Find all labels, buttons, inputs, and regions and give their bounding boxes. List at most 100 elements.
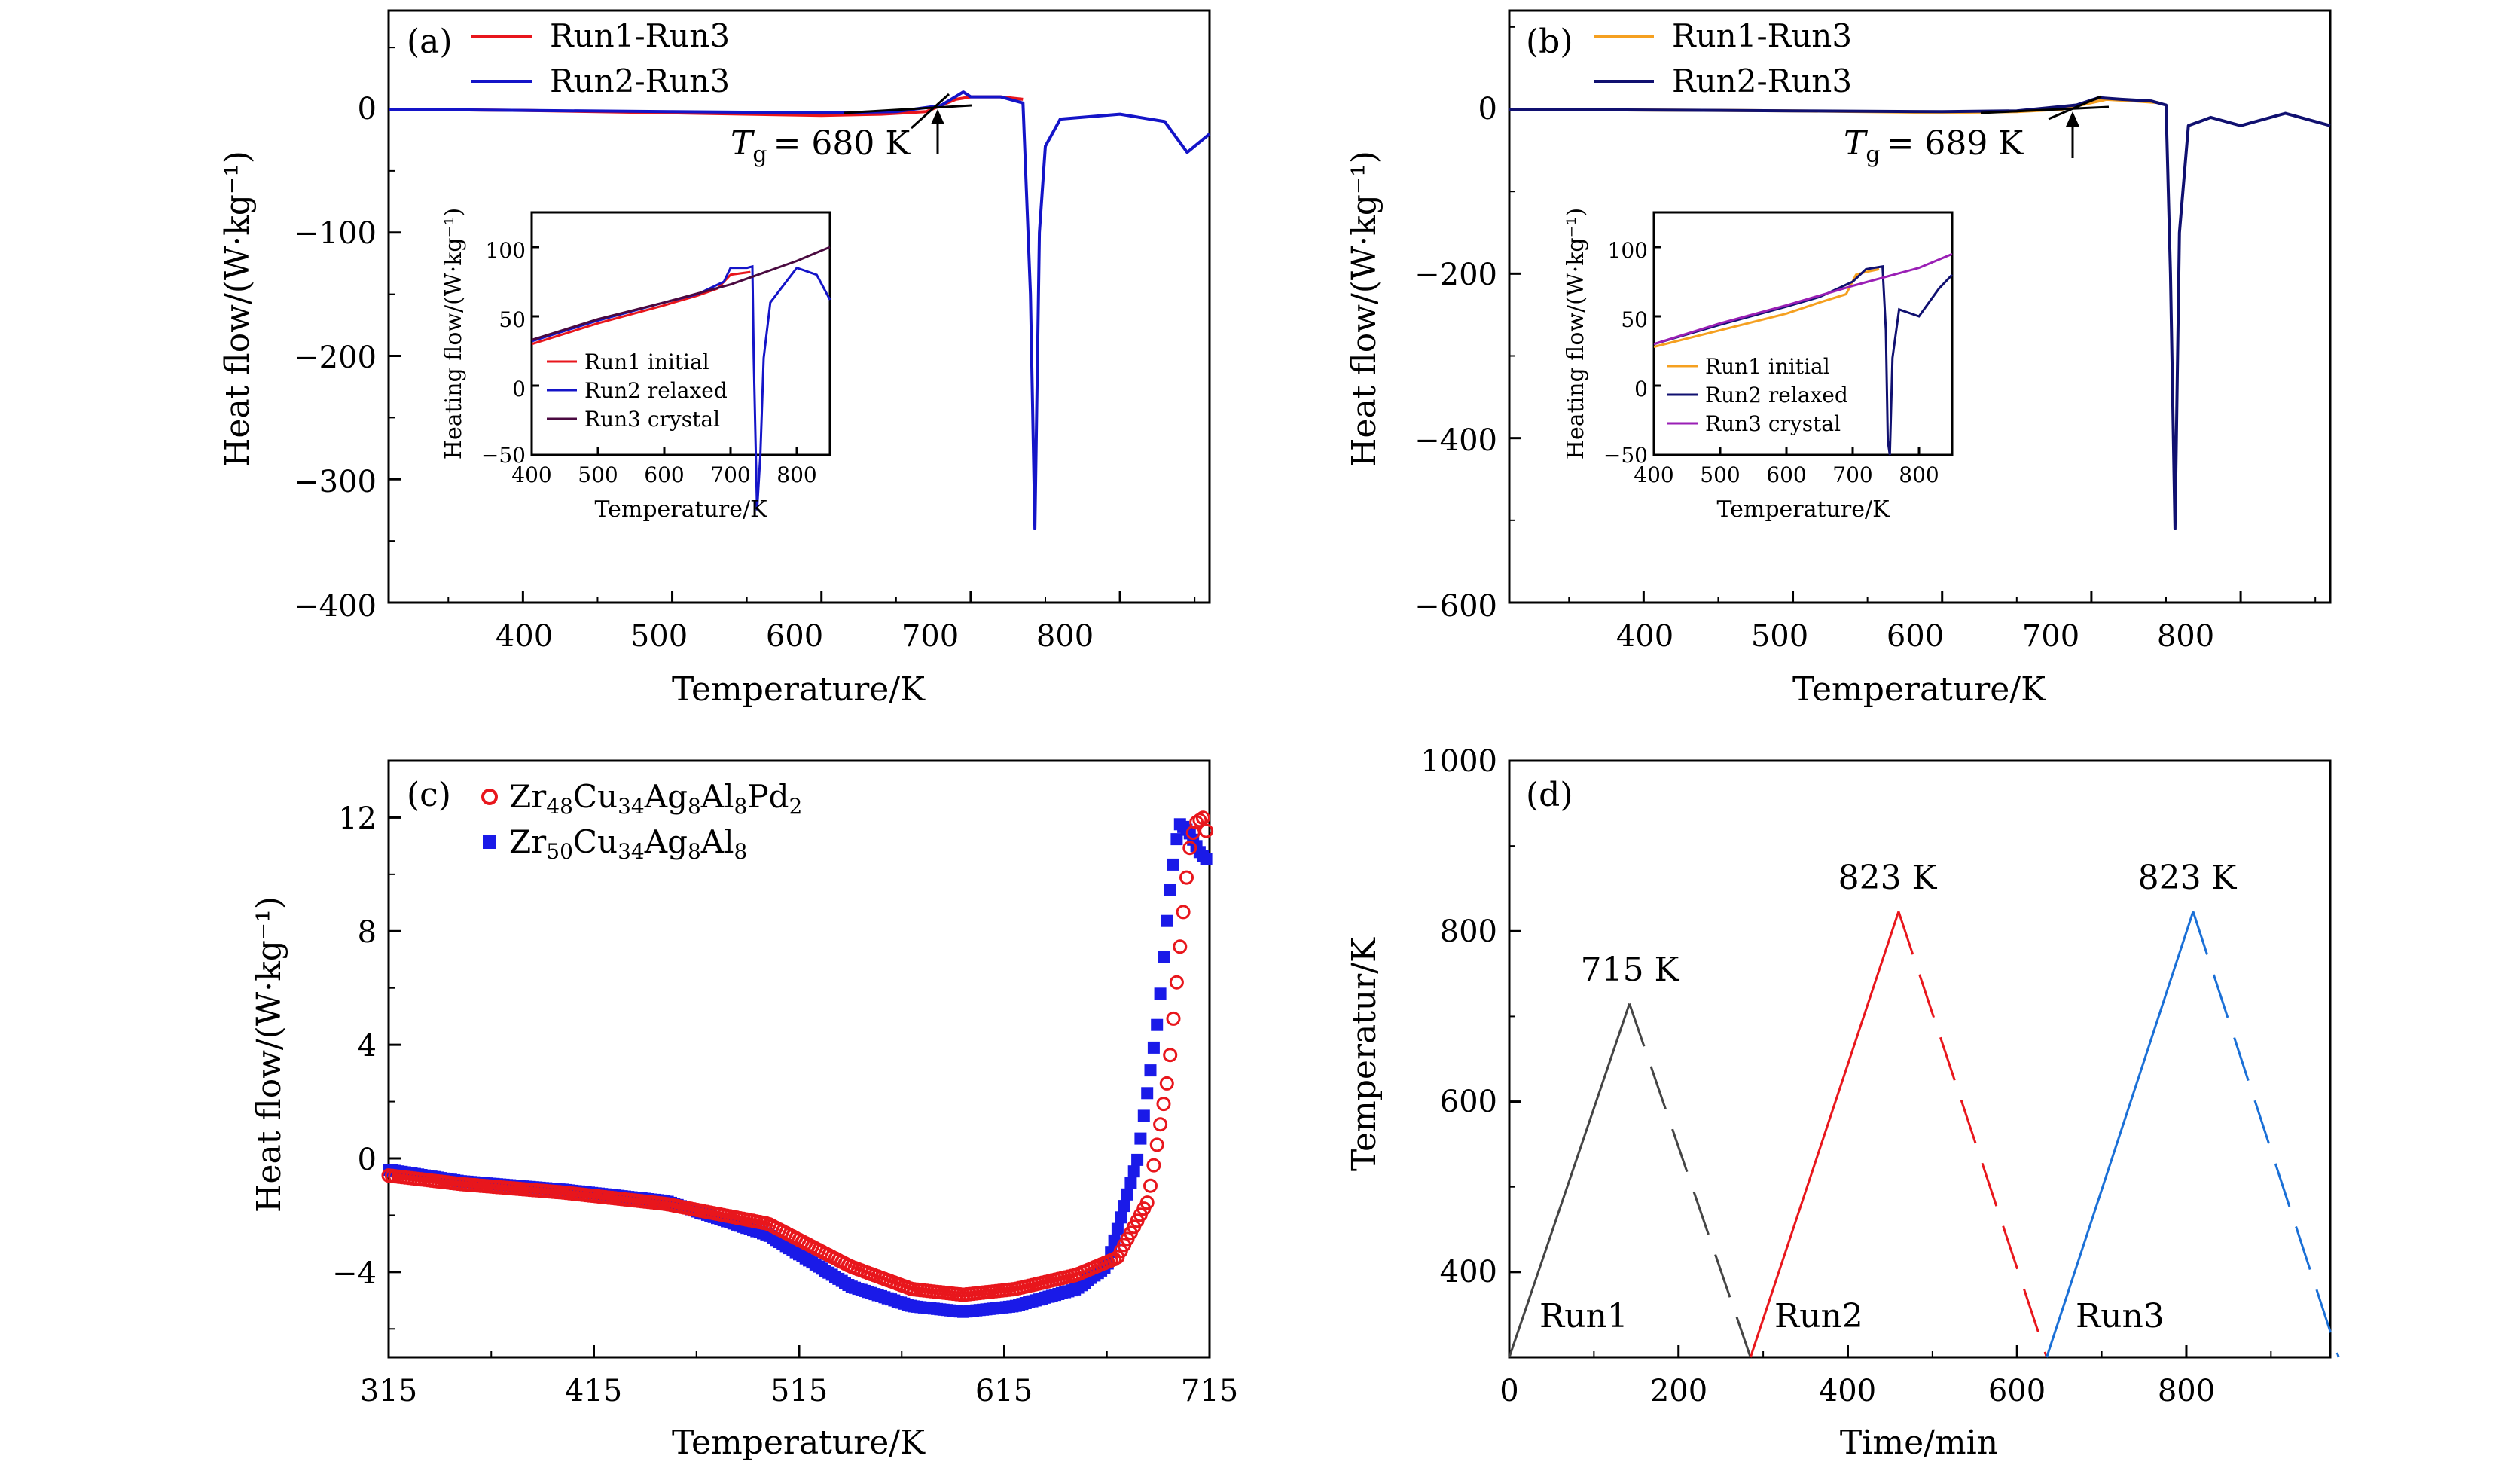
panel-a: 400 500 600 700 800 0 −100 −200 −300 −40… [218, 9, 1211, 709]
x-tick-label: 400 [1819, 1374, 1876, 1408]
y-tick-labels-a: 0 −100 −200 −300 −400 [294, 92, 377, 624]
data-point-zr48 [1146, 1158, 1161, 1173]
x-tick-labels-a: 400 500 600 700 800 [496, 619, 1094, 654]
inset-x-tick: 400 [511, 462, 551, 487]
x-axis-title-a: Temperature/K [672, 670, 926, 709]
plot-frame-a [387, 9, 1211, 604]
tg-annotation-a: Tg = 680 K [731, 93, 972, 168]
axis-ticks-d [1508, 759, 2272, 1357]
data-point-zr50 [1137, 1109, 1150, 1122]
legend-b: Run1-Run3 Run2-Run3 [1594, 17, 1852, 99]
inset-ticks-a [530, 246, 798, 456]
inset-y-tick: 0 [512, 377, 526, 401]
inset-ticks-b [1652, 246, 1921, 456]
panel-label-a: (a) [407, 23, 453, 61]
x-tick-label: 800 [2158, 1374, 2215, 1408]
heating-segment-run2 [1749, 911, 1900, 1358]
tg-annotation-b: Tg = 689 K [1844, 95, 2110, 168]
tg-label-a: Tg = 680 K [731, 124, 911, 168]
panel-b: 400 500 600 700 800 0 −200 −400 −600 Tem… [1345, 9, 2332, 709]
y-axis-title-c: Heat flow/(W·kg⁻¹) [250, 896, 288, 1213]
arrow-head-icon [931, 109, 944, 124]
data-point-zr48 [1166, 1011, 1181, 1026]
series-line-run2-run3 [388, 90, 1211, 530]
tg-label-b: Tg = 689 K [1844, 124, 2024, 168]
x-tick-labels-c: 315 415 515 615 715 [360, 1374, 1238, 1408]
x-tick-label: 500 [1751, 619, 1808, 654]
data-point-zr48 [1195, 810, 1210, 826]
data-point-zr48 [1139, 1195, 1155, 1210]
inset-series-b [1653, 252, 1954, 456]
inset-x-tick: 600 [1766, 462, 1806, 487]
x-tick-label: 800 [1036, 619, 1094, 654]
legend-c: Zr48Cu34Ag8Al8Pd2 Zr50Cu34Ag8Al8 [481, 778, 802, 864]
x-tick-label: 515 [770, 1374, 828, 1408]
series-lines-d [1508, 911, 2340, 1358]
y-tick-label: −400 [294, 589, 377, 624]
peak-label-run2: 823 K [1838, 859, 1938, 897]
x-tick-label: 715 [1181, 1374, 1238, 1408]
inset-x-tick: 700 [1832, 462, 1872, 487]
y-tick-label: 600 [1440, 1085, 1497, 1119]
inset-x-tick: 600 [644, 462, 684, 487]
y-tick-label: 4 [358, 1029, 377, 1064]
inset-y-tick: 50 [1621, 307, 1648, 332]
run-label-2: Run2 [1774, 1297, 1863, 1335]
data-point-zr50 [1134, 1132, 1147, 1145]
y-tick-label: 0 [1478, 92, 1497, 127]
cooling-segment-run2 [1897, 911, 2048, 1358]
series-lines-a [388, 90, 1211, 530]
y-tick-label: −400 [1414, 423, 1497, 458]
x-axis-title-d: Time/min [1840, 1424, 1998, 1462]
data-point-zr48 [1153, 1117, 1168, 1132]
axis-ticks-a [389, 47, 1196, 604]
data-point-zr48 [1159, 1076, 1174, 1091]
run-label-3: Run3 [2076, 1297, 2165, 1335]
peak-label-run3: 823 K [2138, 859, 2238, 897]
inset-frame-a [530, 211, 831, 456]
axis-ticks-c [387, 816, 1211, 1357]
tangent-line [910, 93, 950, 130]
data-point-zr50 [1154, 987, 1167, 1000]
data-point-zr48 [1179, 870, 1194, 885]
inset-legend-label: Run1 initial [584, 349, 709, 374]
axis-ticks-b [1509, 26, 2317, 604]
data-point-zr50 [1144, 1064, 1157, 1077]
cooling-segment-run1 [1628, 1003, 1752, 1358]
inset-y-title-a: Heating flow/(W·kg⁻¹) [441, 208, 467, 459]
y-tick-label: 400 [1440, 1255, 1497, 1289]
data-point-zr48 [1173, 939, 1188, 954]
data-point-zr50 [1131, 1153, 1144, 1166]
y-tick-label: −600 [1414, 589, 1497, 624]
heating-segment-run1 [1508, 1003, 1631, 1358]
legend-a: Run1-Run3 Run2-Run3 [471, 17, 730, 99]
inset-x-tick: 500 [578, 462, 618, 487]
data-point-zr50 [1200, 853, 1213, 865]
data-point-zr50 [1115, 1211, 1127, 1224]
series-points-c [381, 810, 1214, 1318]
data-point-zr50 [1147, 1041, 1160, 1054]
y-tick-label: 1000 [1420, 744, 1497, 779]
y-axis-title-a: Heat flow/(W·kg⁻¹) [218, 151, 257, 467]
x-tick-labels-b: 400 500 600 700 800 [1616, 619, 2214, 654]
inset-x-tick: 800 [776, 462, 816, 487]
data-point-zr48 [1156, 1097, 1171, 1112]
inset-x-tick: 800 [1899, 462, 1939, 487]
x-tick-label: 200 [1650, 1374, 1707, 1408]
inset-y-tick: 100 [486, 238, 526, 263]
inset-x-tick: 400 [1634, 462, 1673, 487]
data-point-zr50 [1158, 951, 1170, 963]
x-tick-label: 800 [2157, 619, 2214, 654]
tangent-line [843, 104, 972, 114]
inset-series-line [1653, 267, 1880, 348]
legend-label-zr48: Zr48Cu34Ag8Al8Pd2 [509, 778, 802, 819]
data-point-zr48 [1163, 1048, 1178, 1063]
data-point-zr48 [1169, 975, 1184, 990]
data-point-zr50 [1111, 1222, 1124, 1235]
inset-legend-label: Run1 initial [1705, 354, 1830, 379]
legend-label-run2-run3: Run2-Run3 [1672, 63, 1852, 99]
inset-x-title-b: Temperature/K [1716, 496, 1890, 523]
x-tick-label: 615 [975, 1374, 1033, 1408]
inset-series-a [531, 246, 831, 511]
